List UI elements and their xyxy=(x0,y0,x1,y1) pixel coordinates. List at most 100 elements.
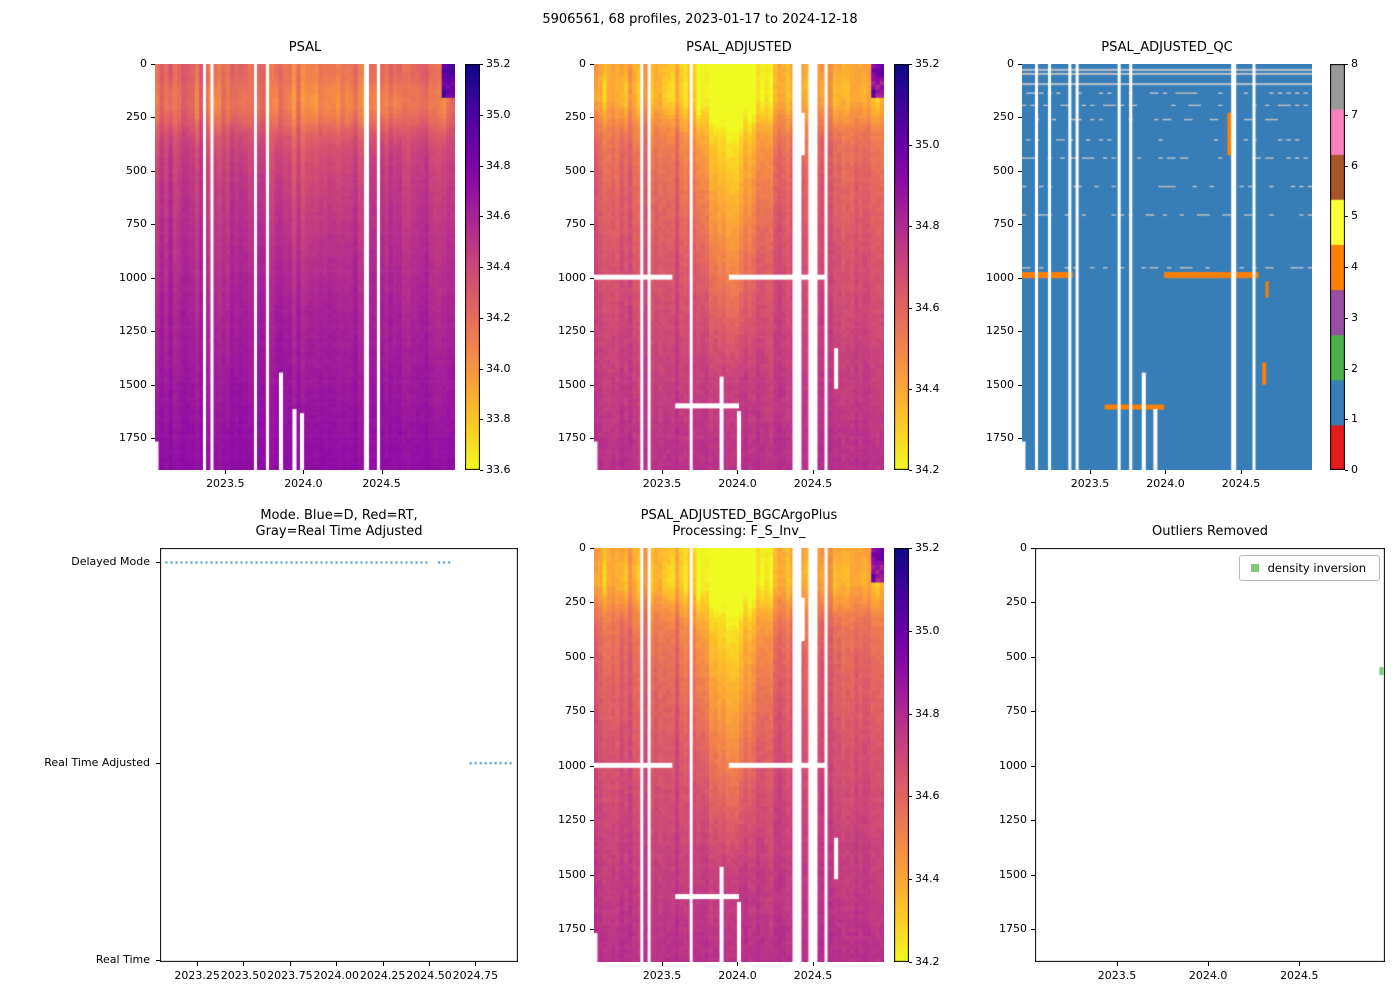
y-tick-label: 500 xyxy=(126,163,147,177)
x-tick-label: 2024.75 xyxy=(452,969,499,982)
y-tick-label: 500 xyxy=(993,163,1014,177)
y-tick-label: 500 xyxy=(565,649,586,663)
tick-mark xyxy=(156,763,160,765)
psal-adjusted-qc-heatmap-canvas xyxy=(1022,64,1312,470)
tick-mark xyxy=(1031,656,1035,658)
tick-mark xyxy=(156,562,160,564)
x-tick-label: 2024.0 xyxy=(1146,477,1185,490)
tick-mark xyxy=(243,962,245,966)
figure-suptitle: 5906561, 68 profiles, 2023-01-17 to 2024… xyxy=(542,12,858,27)
tick-mark xyxy=(1345,216,1348,218)
y-tick-label: 1000 xyxy=(986,270,1014,284)
colorbar-tick-label: 34.6 xyxy=(486,209,511,223)
x-tick-label: 2023.5 xyxy=(206,477,245,490)
tick-mark xyxy=(1018,331,1022,333)
y-tick-label: 1750 xyxy=(558,922,586,936)
colorbar-tick-label: 4 xyxy=(1351,260,1358,273)
x-tick-label: 2024.5 xyxy=(362,477,401,490)
tick-mark xyxy=(480,216,483,218)
colorbar-tick-label: 34.4 xyxy=(915,381,940,395)
x-tick-label: 2024.0 xyxy=(718,969,757,982)
tick-mark xyxy=(590,437,594,439)
density-inversion-marker-icon xyxy=(1250,564,1259,572)
colorbar-tick-label: 1 xyxy=(1351,412,1358,426)
tick-mark xyxy=(1165,470,1167,474)
y-tick-label: 1500 xyxy=(999,867,1027,881)
y-tick-label: 0 xyxy=(1020,541,1027,554)
x-tick-label: 2023.5 xyxy=(1070,477,1110,490)
x-tick-label: 2023.50 xyxy=(220,969,267,982)
tick-mark xyxy=(590,224,594,226)
psal-heatmap-canvas xyxy=(155,64,455,470)
tick-mark xyxy=(1018,64,1022,65)
x-tick-label: 2024.50 xyxy=(406,969,452,982)
colorbar-tick-label: 34.6 xyxy=(915,789,940,803)
y-tick-label: 1500 xyxy=(119,377,147,391)
outliers-legend: density inversion xyxy=(1238,555,1380,581)
x-tick-label: 2024.0 xyxy=(284,477,323,490)
colorbar-tick-label: 35.2 xyxy=(915,57,940,70)
tick-mark xyxy=(590,64,594,65)
psal-title: PSAL xyxy=(288,40,322,55)
tick-mark xyxy=(590,929,594,931)
tick-mark xyxy=(1241,470,1242,474)
colorbar-tick-label: 34.4 xyxy=(915,872,940,886)
y-tick-label: 250 xyxy=(993,110,1014,124)
x-tick-label: 2024.5 xyxy=(793,969,833,982)
tick-mark xyxy=(1018,437,1022,439)
outliers-removed-title: Outliers Removed xyxy=(1151,524,1269,539)
colorbar-tick-label: 34.8 xyxy=(915,706,940,720)
colorbar-tick-label: 6 xyxy=(1351,158,1358,172)
tick-mark xyxy=(1345,165,1348,167)
tick-mark xyxy=(1031,548,1035,549)
x-tick-label: 2024.0 xyxy=(1188,969,1228,982)
tick-mark xyxy=(1031,765,1035,767)
tick-mark xyxy=(590,117,594,119)
tick-mark xyxy=(909,388,912,390)
y-tick-label: 750 xyxy=(126,217,147,231)
tick-mark xyxy=(737,962,739,966)
colorbar-tick-label: 34.8 xyxy=(486,158,511,172)
tick-mark xyxy=(590,820,594,822)
y-tick-label: 0 xyxy=(140,57,147,70)
psal-adjusted-bgc-colorbar xyxy=(894,548,909,962)
x-tick-label: 2024.25 xyxy=(359,969,406,982)
y-tick-label: 1500 xyxy=(558,377,586,391)
colorbar-tick-label: 34.0 xyxy=(486,361,511,375)
y-tick-label: 500 xyxy=(1006,649,1027,663)
tick-mark xyxy=(590,331,594,333)
tick-mark xyxy=(1031,874,1035,876)
y-tick-label: 1750 xyxy=(558,430,586,444)
x-tick-label: 2023.5 xyxy=(642,969,682,982)
colorbar-tick-label: 33.6 xyxy=(486,463,511,476)
tick-mark xyxy=(225,470,227,474)
tick-mark xyxy=(151,170,155,172)
tick-mark xyxy=(737,470,739,474)
y-tick-label: 1750 xyxy=(986,430,1014,444)
tick-mark xyxy=(151,384,155,386)
tick-mark xyxy=(480,470,483,471)
tick-mark xyxy=(590,765,594,767)
psal-adjusted-qc-title: PSAL_ADJUSTED_QC xyxy=(1101,40,1233,55)
tick-mark xyxy=(480,165,483,167)
tick-mark xyxy=(909,796,912,798)
y-tick-label: 1250 xyxy=(558,813,586,827)
y-tick-label: 250 xyxy=(1006,595,1027,609)
tick-mark xyxy=(909,630,912,632)
psal-adjusted-title: PSAL_ADJUSTED xyxy=(686,40,792,55)
tick-mark xyxy=(909,548,912,549)
tick-mark xyxy=(156,959,160,961)
y-tick-label: 1250 xyxy=(986,324,1014,338)
y-tick-label: 1250 xyxy=(999,813,1027,827)
tick-mark xyxy=(813,470,814,474)
tick-mark xyxy=(1345,64,1348,65)
y-tick-label: 1500 xyxy=(986,377,1014,391)
tick-mark xyxy=(661,962,663,966)
tick-mark xyxy=(909,145,912,147)
colorbar-tick-label: 0 xyxy=(1351,463,1358,476)
tick-mark xyxy=(1018,277,1022,279)
tick-mark xyxy=(909,713,912,715)
colorbar-tick-label: 34.8 xyxy=(915,219,940,233)
mode-plot-canvas xyxy=(160,548,518,962)
y-tick-label: 1250 xyxy=(558,324,586,338)
